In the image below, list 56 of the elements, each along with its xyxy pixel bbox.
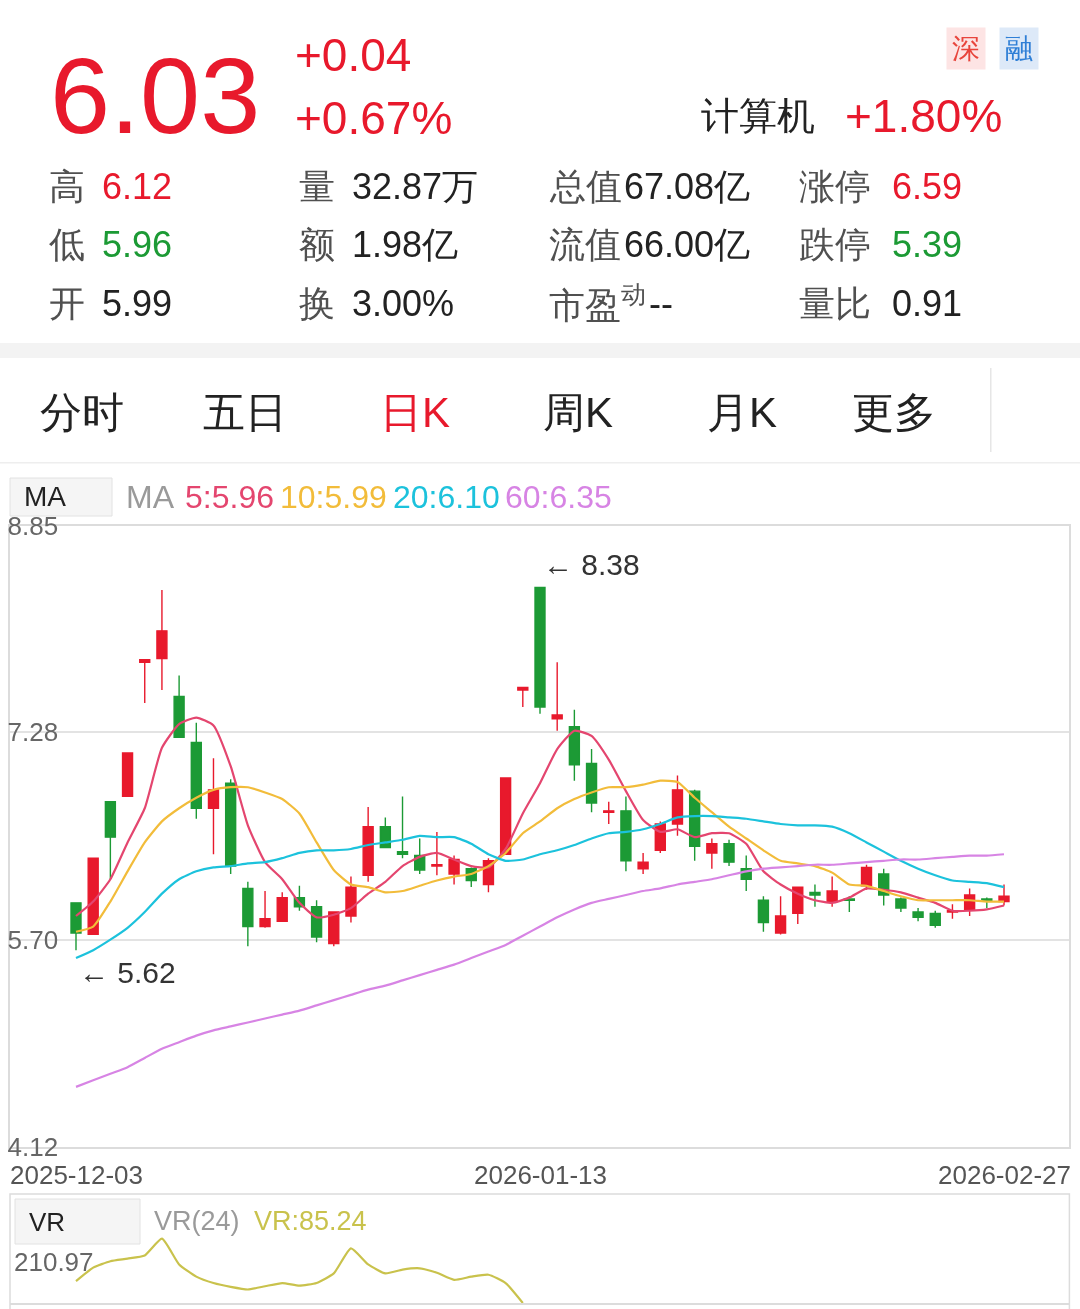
text: 1.98亿 (352, 224, 459, 265)
series-label: VR:85.24 (254, 1206, 367, 1236)
text: 6.12 (102, 166, 173, 207)
text: 0.91 (892, 283, 963, 324)
text: 量比 (799, 283, 871, 324)
text: VR (29, 1207, 66, 1237)
text: +0.67% (295, 92, 453, 144)
text: 32.87万 (352, 166, 479, 207)
text: 5.96 (102, 224, 173, 265)
text: 换 (299, 283, 335, 324)
text: 66.00亿 (624, 224, 751, 265)
text: 6.03 (50, 35, 261, 156)
legend-title: VR(24) (154, 1206, 240, 1236)
text: 5.99 (102, 283, 173, 324)
text: 日K (380, 389, 451, 436)
text: 融 (1005, 33, 1033, 64)
y-tick-label: 8.85 (7, 510, 59, 541)
text: 高 (49, 166, 85, 207)
text: 五日 (203, 389, 287, 436)
text: MA (24, 481, 67, 512)
y-tick-label: 4.12 (7, 1132, 59, 1163)
text: -- (649, 283, 673, 324)
annotation: ← 8.38 (543, 548, 640, 581)
text: 5.39 (892, 224, 963, 265)
text: 总值 (549, 166, 622, 207)
text: 3.00% (352, 283, 455, 324)
x-tick-label: 2026-01-13 (474, 1160, 607, 1190)
text: 深 (952, 33, 980, 64)
text: 低 (49, 224, 85, 265)
text: 67.08亿 (624, 166, 751, 207)
text: 10:5.99 (280, 479, 387, 515)
text: 月K (707, 389, 778, 436)
text: 额 (299, 224, 335, 265)
text: +1.80% (845, 90, 1003, 142)
text: 开 (49, 283, 85, 324)
y-tick-label: 5.70 (7, 924, 59, 955)
x-tick-label: 2025-12-03 (10, 1160, 143, 1190)
legend-title: MA (126, 479, 175, 515)
annotation: ← 5.62 (79, 956, 176, 989)
text: 5:5.96 (185, 479, 274, 515)
y-tick-label: 7.28 (7, 717, 59, 748)
annotation: 210.97 (14, 1247, 94, 1277)
text: 60:6.35 (505, 479, 612, 515)
text: 涨停 (799, 166, 871, 207)
text: 周K (543, 389, 614, 436)
text: +0.04 (295, 29, 412, 81)
text: 分时 (40, 389, 124, 436)
x-tick-label: 2026-02-27 (938, 1160, 1071, 1190)
text: 市盈$^{动}$ (549, 280, 646, 327)
text: 6.59 (892, 166, 963, 207)
text: 更多 (852, 389, 936, 436)
text: 跌停 (799, 224, 871, 265)
text: 20:6.10 (393, 479, 500, 515)
text: 计算机 (701, 95, 815, 137)
text: 流值 (549, 224, 621, 265)
text: 量 (299, 166, 335, 207)
